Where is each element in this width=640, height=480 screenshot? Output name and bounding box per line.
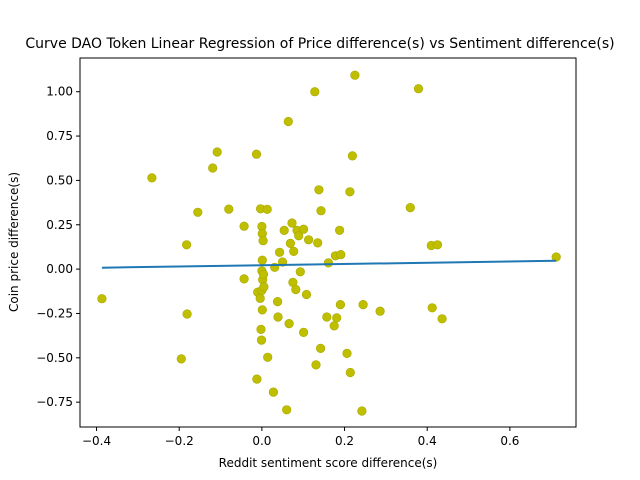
data-point [251,149,262,159]
axes-frame [79,57,577,428]
data-point [258,236,268,246]
data-point [432,240,443,250]
data-point [304,235,314,245]
data-point [147,173,157,183]
data-point [279,225,289,235]
data-point [294,231,304,241]
data-point [313,238,323,248]
data-point [287,218,297,228]
data-point [273,297,283,307]
data-point [335,300,346,310]
regression-line [101,259,557,269]
y-tick-label: −0.50 [36,351,73,365]
data-point [310,87,320,97]
chart-title: Curve DAO Token Linear Regression of Pri… [25,36,614,52]
data-point [316,206,326,216]
data-point [342,348,352,359]
x-tick-label: 0.4 [418,434,437,448]
data-point [322,312,332,322]
data-point [97,294,107,304]
data-point [335,225,345,235]
data-point [239,274,249,284]
data-point [357,406,367,416]
data-point [285,238,296,248]
y-axis: −0.75 −0.50 −0.25 0.00 0.25 0.50 0.75 1.00 [36,85,80,409]
x-tick-label: 0.0 [252,434,271,448]
data-point [239,221,249,231]
data-point [212,147,222,157]
x-axis: −0.4 −0.2 0.0 0.2 0.4 0.6 [82,427,519,448]
data-point [299,327,309,338]
y-tick-label: 0.00 [46,262,73,276]
data-point [345,367,355,378]
data-point [193,207,203,217]
data-point [347,151,358,161]
data-point [350,70,360,80]
data-point [311,360,321,370]
data-point [301,289,312,300]
y-tick-label: −0.25 [36,306,73,320]
data-point [329,321,339,331]
y-tick-label: 0.25 [46,218,73,232]
y-tick-label: 1.00 [46,85,73,99]
data-point [332,313,342,323]
data-point [255,293,265,304]
y-tick-label: 0.50 [46,173,73,187]
y-tick-label: −0.75 [36,395,73,409]
data-point [427,303,437,313]
data-point [257,255,267,265]
data-point [284,319,294,329]
data-point [551,252,561,262]
data-point [208,163,218,173]
data-point [291,284,301,295]
data-point [437,314,447,324]
data-point [316,343,326,354]
data-point [295,267,305,277]
data-point [282,405,292,415]
data-point [268,387,279,397]
data-point [273,312,283,322]
data-point [258,269,269,280]
data-point [375,306,385,316]
data-point [256,324,266,335]
x-axis-label: Reddit sentiment score difference(s) [219,456,438,470]
data-point [323,258,334,268]
data-point [413,84,424,94]
data-point [358,300,368,310]
data-point [257,305,267,315]
data-point [182,240,192,250]
plot-area [97,70,561,416]
data-point [259,282,269,292]
x-tick-label: −0.4 [82,434,111,448]
data-point [262,204,272,214]
data-point [299,224,309,234]
data-point [314,185,324,195]
data-point [263,352,273,362]
x-tick-label: 0.6 [500,434,519,448]
x-tick-label: −0.2 [165,434,194,448]
data-point [283,116,293,127]
y-tick-label: 0.75 [46,129,73,143]
x-tick-label: 0.2 [335,434,354,448]
data-point [289,246,299,256]
data-point [252,374,262,384]
data-point [345,187,355,197]
data-point [176,354,186,364]
y-axis-label: Coin price difference(s) [7,172,21,312]
data-point [336,250,346,260]
data-point [182,309,192,319]
data-point [275,247,285,257]
data-point [405,203,415,213]
data-point [224,204,234,214]
data-point [256,335,267,345]
